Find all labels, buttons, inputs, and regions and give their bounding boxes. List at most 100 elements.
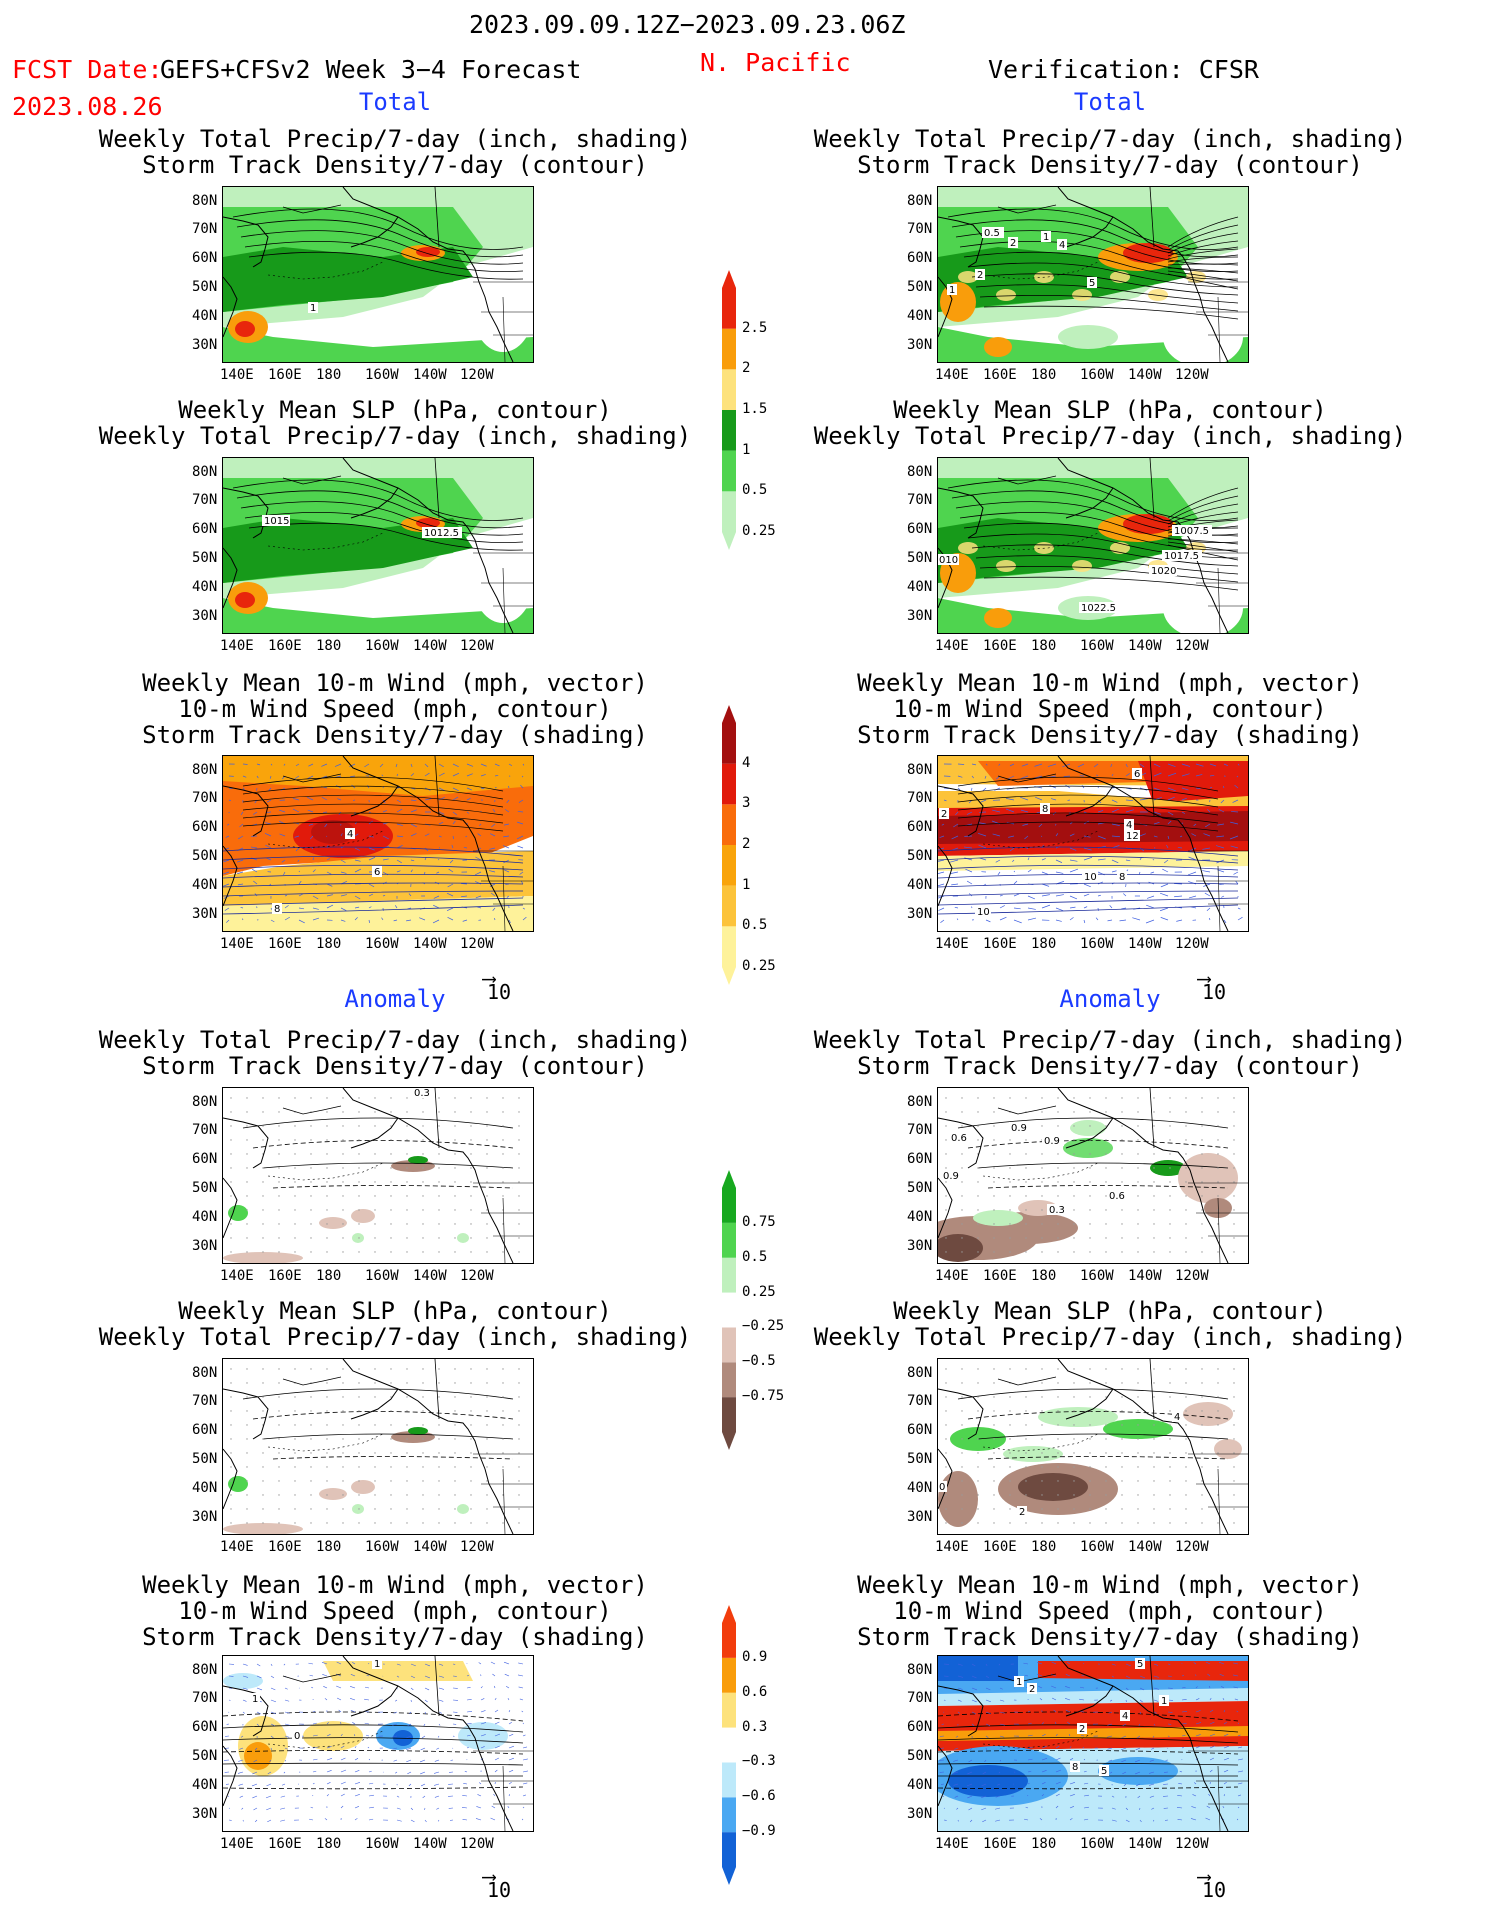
lon-tick-label: 160W	[365, 1268, 399, 1284]
lat-tick-label: 60N	[192, 819, 218, 835]
lat-tick-label: 40N	[907, 308, 933, 324]
lat-tick-label: 60N	[907, 1719, 933, 1735]
lon-tick-label: 120W	[1175, 1268, 1209, 1284]
colorbar-label: 3	[742, 795, 751, 812]
title-precip-track-anom-left: Weekly Total Precip/7-day (inch, shading…	[98, 1026, 692, 1080]
svg-text:2: 2	[1079, 1724, 1085, 1735]
colorbar-segment	[722, 845, 736, 886]
svg-text:5: 5	[1101, 1766, 1107, 1777]
contour-label: 5	[1099, 1765, 1109, 1777]
title-precip-track-anom-right: Weekly Total Precip/7-day (inch, shading…	[813, 1026, 1407, 1080]
lat-tick-label: 70N	[907, 790, 933, 806]
lon-tick-label: 180	[1031, 1836, 1057, 1852]
contour-label: 4	[1120, 1710, 1130, 1722]
colorbar-label: 0.25	[742, 1283, 776, 1300]
fcst-label: FCST Date:	[12, 55, 163, 84]
lon-tick-label: 160E	[268, 1539, 302, 1555]
contour-label: 2	[975, 269, 985, 281]
svg-text:8: 8	[274, 904, 280, 915]
map-panel-r3: 6 8 4 12 10 8 2 10	[937, 755, 1249, 932]
lat-tick-label: 40N	[192, 1480, 218, 1496]
svg-text:8: 8	[1119, 872, 1125, 883]
lat-tick-label: 80N	[192, 464, 218, 480]
vector-ref-arrow: ⟶ 10	[483, 1864, 512, 1902]
contour-label: 0.5	[982, 227, 1004, 239]
lat-tick-label: 30N	[907, 608, 933, 624]
lat-tick-label: 40N	[192, 308, 218, 324]
svg-text:0.6: 0.6	[1109, 1191, 1125, 1202]
lat-tick-label: 60N	[907, 521, 933, 537]
lon-tick-label: 160W	[365, 1836, 399, 1852]
svg-text:2: 2	[977, 270, 983, 281]
contour-label: 1015	[262, 515, 290, 527]
lat-tick-label: 70N	[907, 1122, 933, 1138]
svg-text:0.9: 0.9	[1011, 1123, 1027, 1134]
colorbar-segment	[722, 328, 736, 370]
lon-tick-label: 120W	[1175, 367, 1209, 383]
lat-tick-label: 60N	[192, 250, 218, 266]
lon-tick-label: 120W	[1175, 1539, 1209, 1555]
lat-tick-label: 30N	[907, 1806, 933, 1822]
contour-label: 2	[1077, 1723, 1087, 1735]
contour-label: 5	[1087, 277, 1097, 289]
contour-label: 8	[1070, 1761, 1080, 1773]
svg-text:1: 1	[1043, 232, 1049, 243]
lat-tick-label: 80N	[192, 1662, 218, 1678]
lat-tick-label: 80N	[907, 464, 933, 480]
title-slp-precip-left: Weekly Mean SLP (hPa, contour) Weekly Tot…	[98, 396, 692, 450]
lat-tick-label: 80N	[192, 1365, 218, 1381]
contour-label: 8	[1040, 803, 1050, 815]
lat-tick-label: 60N	[907, 1151, 933, 1167]
contour-label: 1	[947, 284, 957, 296]
svg-text:5: 5	[1137, 1659, 1143, 1670]
colorbar-segment	[722, 1397, 736, 1432]
lon-tick-label: 140E	[220, 1836, 254, 1852]
lat-tick-label: 50N	[907, 550, 933, 566]
colorbar-segment	[722, 1797, 736, 1833]
svg-text:8: 8	[1042, 804, 1048, 815]
svg-text:1020: 1020	[1151, 566, 1176, 577]
lat-tick-label: 60N	[192, 521, 218, 537]
lon-tick-label: 160W	[1080, 1836, 1114, 1852]
lat-tick-label: 80N	[192, 762, 218, 778]
colorbar-label: 0.25	[742, 523, 776, 539]
colorbar-label: 1	[742, 876, 751, 893]
colorbar-segment	[722, 1362, 736, 1398]
title-wind-track-right: Weekly Mean 10-m Wind (mph, vector) 10-m …	[857, 669, 1363, 749]
lat-tick-label: 60N	[192, 1422, 218, 1438]
contour-label: 010	[938, 554, 959, 566]
lat-tick-label: 80N	[907, 1662, 933, 1678]
colorbar-cap	[722, 1605, 736, 1623]
svg-text:0.9: 0.9	[943, 1171, 959, 1182]
lat-tick-label: 50N	[192, 550, 218, 566]
contour-label: 1	[1159, 1695, 1169, 1707]
colorbar-cap	[722, 1170, 736, 1188]
lat-tick-label: 50N	[192, 1451, 218, 1467]
title-wind-track-anom-left: Weekly Mean 10-m Wind (mph, vector) 10-m …	[142, 1571, 648, 1651]
anomaly-label-left: Anomaly	[344, 985, 446, 1013]
lat-tick-label: 80N	[907, 762, 933, 778]
colorbar-segment	[722, 885, 736, 927]
lon-tick-label: 140W	[1128, 638, 1162, 654]
colorbar-segment	[722, 1727, 736, 1763]
lon-tick-label: 160E	[983, 936, 1017, 952]
svg-text:2: 2	[1019, 1507, 1025, 1518]
svg-text:12: 12	[1126, 831, 1139, 842]
colorbar-segment	[722, 1692, 736, 1728]
svg-text:1012.5: 1012.5	[424, 528, 459, 539]
lon-tick-label: 140W	[413, 638, 447, 654]
lat-tick-label: 60N	[907, 1422, 933, 1438]
colorbar-track-anom	[722, 1605, 736, 1885]
lon-tick-label: 180	[316, 638, 342, 654]
colorbar-precip-total	[722, 270, 736, 550]
svg-text:0.6: 0.6	[951, 1133, 967, 1144]
colorbar-track-total	[722, 705, 736, 985]
contour-label: 6	[1132, 768, 1142, 780]
lat-tick-label: 30N	[907, 906, 933, 922]
colorbar-label: 1.5	[742, 401, 768, 417]
lon-tick-label: 160W	[365, 1539, 399, 1555]
contour-label: 0.9	[1009, 1122, 1031, 1134]
colorbar-label: −0.9	[742, 1823, 776, 1840]
colorbar-label: −0.25	[742, 1318, 785, 1335]
colorbar-label: 2	[742, 360, 751, 377]
